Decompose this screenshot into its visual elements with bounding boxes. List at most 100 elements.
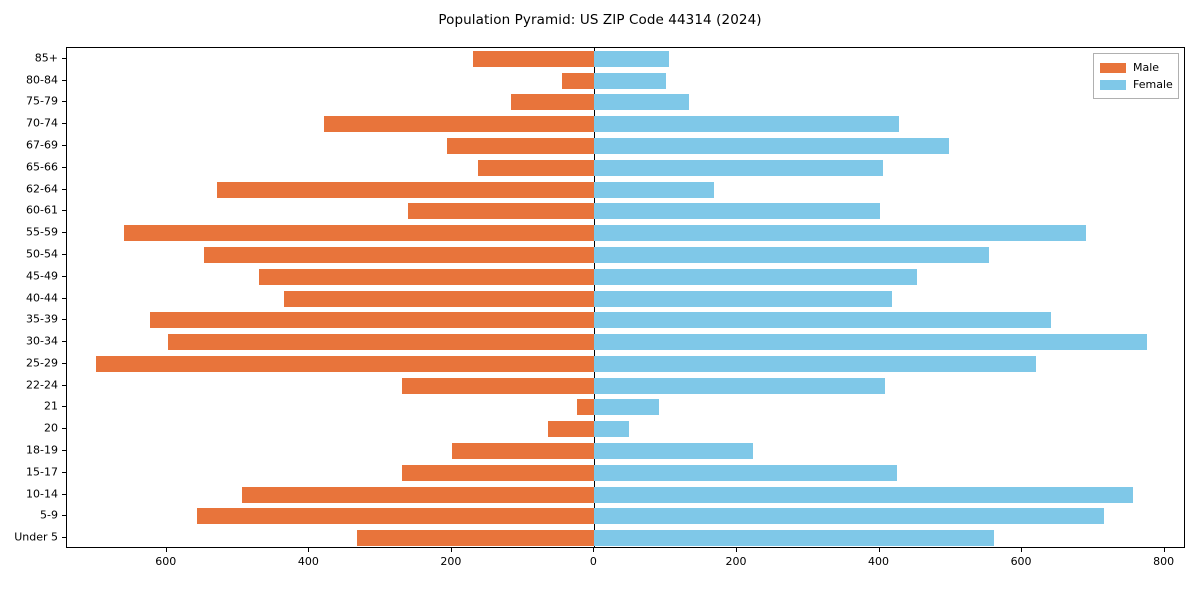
- chart-legend: Male Female: [1093, 53, 1179, 99]
- bar-male: [401, 464, 595, 481]
- bar-male: [284, 290, 595, 307]
- y-axis-tick-label: 25-29: [26, 356, 58, 370]
- bar-male: [407, 203, 595, 220]
- bar-female: [594, 50, 669, 67]
- bar-female: [594, 268, 918, 285]
- legend-item-female[interactable]: Female: [1100, 76, 1173, 93]
- y-axis-tick-label: 45-49: [26, 269, 58, 283]
- bar-female: [594, 159, 884, 176]
- bar-female: [594, 355, 1037, 372]
- y-axis-tick-mark: [62, 515, 66, 517]
- bar-male: [95, 355, 595, 372]
- y-axis-tick-mark: [62, 275, 66, 277]
- bar-male: [259, 268, 595, 285]
- bar-female: [594, 138, 950, 155]
- y-axis-tick-label: 35-39: [26, 312, 58, 326]
- y-axis-tick-label: 15-17: [26, 465, 58, 479]
- y-axis-tick-mark: [62, 493, 66, 495]
- y-axis-tick-label: Under 5: [14, 530, 58, 544]
- x-axis-tick-mark: [165, 548, 167, 552]
- y-axis-tick-label: 10-14: [26, 487, 58, 501]
- bar-male: [562, 72, 595, 89]
- x-axis-tick-mark: [878, 548, 880, 552]
- y-axis-tick-mark: [62, 123, 66, 125]
- bar-female: [594, 442, 753, 459]
- y-axis-tick-label: 67-69: [26, 138, 58, 152]
- y-axis-tick-mark: [62, 449, 66, 451]
- x-axis-tick-label: 200: [440, 555, 462, 568]
- y-axis-tick-label: 22-24: [26, 378, 58, 392]
- y-axis-tick-label: 18-19: [26, 443, 58, 457]
- bar-male: [478, 159, 595, 176]
- y-axis-tick-mark: [62, 362, 66, 364]
- bar-male: [203, 246, 595, 263]
- y-axis-tick-label: 50-54: [26, 247, 58, 261]
- y-axis-tick-mark: [62, 188, 66, 190]
- chart-title: Population Pyramid: US ZIP Code 44314 (2…: [438, 12, 762, 28]
- x-axis-tick-mark: [735, 548, 737, 552]
- bar-female: [594, 312, 1051, 329]
- y-axis-tick-label: 65-66: [26, 160, 58, 174]
- y-axis-tick-label: 40-44: [26, 291, 58, 304]
- x-axis-tick-label: 400: [868, 555, 890, 568]
- bar-female: [594, 290, 893, 307]
- x-axis-tick-label: 0: [589, 555, 597, 568]
- y-axis-tick-mark: [62, 210, 66, 212]
- bar-female: [594, 530, 994, 547]
- y-axis-tick-label: 20: [44, 421, 58, 435]
- y-axis-tick-label: 70-74: [26, 116, 58, 130]
- bar-female: [594, 508, 1105, 525]
- legend-swatch-male: [1100, 62, 1126, 73]
- x-axis-tick-label: 600: [1010, 555, 1032, 568]
- bar-female: [594, 464, 898, 481]
- y-axis-tick-mark: [62, 57, 66, 59]
- bar-male: [241, 486, 595, 503]
- y-axis-tick-mark: [62, 79, 66, 81]
- plot-area: [66, 47, 1185, 548]
- y-axis-tick-label: 5-9: [40, 508, 58, 522]
- y-axis-tick-label: 30-34: [26, 334, 58, 348]
- bar-male: [473, 50, 595, 67]
- bar-male: [168, 334, 595, 351]
- x-axis-tick-mark: [450, 548, 452, 552]
- bar-male: [323, 116, 595, 133]
- x-axis-tick-mark: [1021, 548, 1023, 552]
- bar-female: [594, 246, 989, 263]
- bar-male: [401, 377, 595, 394]
- y-axis-tick-label: 21: [44, 399, 58, 413]
- y-axis-tick-label: 60-61: [26, 203, 58, 217]
- y-axis-tick-mark: [62, 384, 66, 386]
- x-axis-tick-label: 800: [1153, 555, 1175, 568]
- y-axis-tick-mark: [62, 297, 66, 299]
- y-axis-tick-label: 80-84: [26, 73, 58, 87]
- x-axis-tick-label: 600: [155, 555, 177, 568]
- bar-male: [357, 530, 595, 547]
- bar-male: [196, 508, 595, 525]
- legend-label-male: Male: [1133, 61, 1160, 74]
- legend-item-male[interactable]: Male: [1100, 59, 1172, 76]
- y-axis-tick-label: 75-79: [26, 94, 58, 108]
- y-axis-tick-mark: [62, 341, 66, 343]
- bar-male: [548, 421, 595, 438]
- bar-female: [594, 116, 900, 133]
- legend-swatch-female: [1100, 79, 1126, 90]
- bar-male: [511, 94, 595, 111]
- bar-female: [594, 72, 666, 89]
- bar-male: [451, 442, 595, 459]
- bar-male: [576, 399, 595, 416]
- y-axis-tick-mark: [62, 145, 66, 147]
- x-axis-tick-label: 200: [725, 555, 747, 568]
- y-axis-tick-label: 62-64: [26, 182, 58, 196]
- bar-female: [594, 377, 885, 394]
- y-axis-tick-mark: [62, 101, 66, 103]
- bar-female: [594, 203, 880, 220]
- x-axis-tick-label: 400: [297, 555, 319, 568]
- bar-female: [594, 421, 629, 438]
- bar-female: [594, 399, 659, 416]
- bar-male: [124, 225, 595, 242]
- y-axis-tick-label: 85+: [34, 51, 58, 65]
- y-axis-tick-mark: [62, 471, 66, 473]
- x-axis-tick-mark: [1163, 548, 1165, 552]
